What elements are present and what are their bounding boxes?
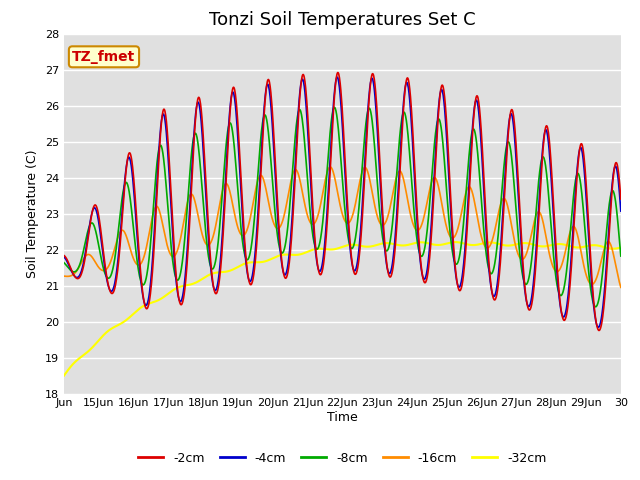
Legend: -2cm, -4cm, -8cm, -16cm, -32cm: -2cm, -4cm, -8cm, -16cm, -32cm: [133, 447, 552, 469]
Title: Tonzi Soil Temperatures Set C: Tonzi Soil Temperatures Set C: [209, 11, 476, 29]
X-axis label: Time: Time: [327, 411, 358, 424]
Text: TZ_fmet: TZ_fmet: [72, 50, 136, 64]
Y-axis label: Soil Temperature (C): Soil Temperature (C): [26, 149, 39, 278]
